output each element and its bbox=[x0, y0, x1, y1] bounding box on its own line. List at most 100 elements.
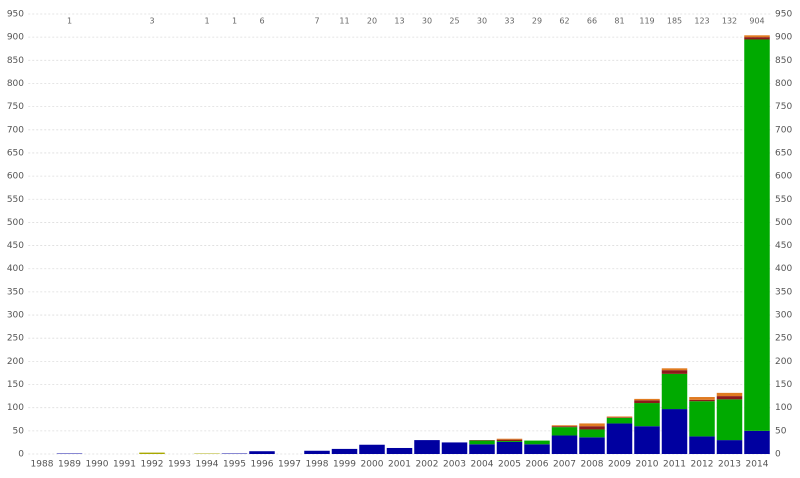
total-label: 6 bbox=[259, 17, 264, 26]
bar-segment bbox=[496, 438, 523, 440]
bar-segment bbox=[304, 450, 330, 454]
y2-tick-label: 50 bbox=[775, 426, 787, 436]
y2-tick-label: 600 bbox=[775, 172, 792, 182]
bar-segment bbox=[414, 440, 440, 454]
y-tick-label: 250 bbox=[7, 334, 24, 344]
y-tick-label: 700 bbox=[7, 125, 24, 135]
total-label: 11 bbox=[339, 17, 349, 26]
bar-segment bbox=[551, 427, 578, 436]
bar-segment bbox=[524, 440, 550, 445]
x-tick-label: 2006 bbox=[526, 460, 549, 470]
x-tick-label: 1991 bbox=[113, 460, 136, 470]
y-tick-label: 0 bbox=[18, 450, 24, 460]
x-tick-label: 2012 bbox=[691, 460, 714, 470]
x-tick-label: 1994 bbox=[196, 460, 219, 470]
bar-segment bbox=[716, 392, 743, 397]
y-tick-label: 750 bbox=[7, 102, 24, 112]
y-tick-label: 950 bbox=[7, 10, 24, 20]
total-label: 119 bbox=[639, 17, 654, 26]
bar-segment bbox=[634, 403, 660, 427]
y2-tick-label: 950 bbox=[775, 10, 792, 20]
y2-tick-label: 0 bbox=[775, 450, 781, 460]
x-tick-label: 1999 bbox=[333, 460, 356, 470]
y-tick-label: 600 bbox=[7, 172, 24, 182]
bar-segment bbox=[469, 440, 495, 445]
total-label: 1 bbox=[67, 17, 72, 26]
y-tick-label: 200 bbox=[7, 357, 24, 367]
bar-segment bbox=[579, 423, 605, 427]
bar-segment bbox=[744, 39, 770, 431]
total-label: 123 bbox=[694, 17, 709, 26]
bar-segment bbox=[496, 439, 523, 442]
bar-segment bbox=[689, 401, 715, 437]
bar-segment bbox=[606, 423, 633, 454]
bar-segment bbox=[744, 37, 770, 40]
total-label: 25 bbox=[449, 17, 459, 26]
total-label: 3 bbox=[149, 17, 154, 26]
y-tick-label: 800 bbox=[7, 79, 24, 89]
x-tick-label: 2013 bbox=[718, 460, 741, 470]
total-label: 81 bbox=[614, 17, 624, 26]
y-tick-label: 650 bbox=[7, 148, 24, 158]
y2-tick-label: 350 bbox=[775, 287, 792, 297]
bar-segment bbox=[331, 448, 358, 454]
x-tick-label: 1996 bbox=[251, 460, 274, 470]
bar-segment bbox=[716, 396, 743, 400]
x-tick-label: 2009 bbox=[608, 460, 631, 470]
y-tick-label: 350 bbox=[7, 287, 24, 297]
y2-tick-label: 550 bbox=[775, 195, 792, 205]
y2-tick-label: 900 bbox=[775, 33, 792, 43]
y-tick-label: 100 bbox=[7, 403, 24, 413]
x-tick-label: 2008 bbox=[581, 460, 604, 470]
x-tick-label: 2007 bbox=[553, 460, 576, 470]
y2-tick-label: 250 bbox=[775, 334, 792, 344]
total-label: 30 bbox=[422, 17, 432, 26]
y2-tick-label: 500 bbox=[775, 218, 792, 228]
y2-tick-label: 800 bbox=[775, 79, 792, 89]
bar-segment bbox=[469, 444, 495, 454]
y2-tick-label: 400 bbox=[775, 264, 792, 274]
total-label: 1 bbox=[204, 17, 209, 26]
bar-segment bbox=[689, 436, 715, 454]
x-tick-label: 1989 bbox=[58, 460, 81, 470]
total-label: 132 bbox=[722, 17, 737, 26]
total-label: 29 bbox=[532, 17, 542, 26]
bar-segment bbox=[744, 35, 770, 38]
y-tick-label: 300 bbox=[7, 311, 24, 321]
bar-segment bbox=[579, 429, 605, 438]
x-tick-label: 2000 bbox=[361, 460, 384, 470]
x-tick-label: 2014 bbox=[746, 460, 769, 470]
bar-segment bbox=[579, 426, 605, 430]
x-tick-label: 2002 bbox=[416, 460, 439, 470]
bar-segment bbox=[634, 400, 660, 404]
bar-segment bbox=[551, 425, 578, 427]
x-tick-label: 1997 bbox=[278, 460, 301, 470]
total-label: 13 bbox=[394, 17, 404, 26]
y-tick-label: 850 bbox=[7, 56, 24, 66]
x-tick-label: 1992 bbox=[141, 460, 164, 470]
bar-segment bbox=[249, 451, 275, 454]
bar-segment bbox=[524, 444, 550, 454]
bar-segment bbox=[689, 397, 715, 400]
bar-segment bbox=[661, 370, 688, 374]
x-tick-label: 1995 bbox=[223, 460, 246, 470]
bar-segment bbox=[496, 441, 523, 454]
x-tick-label: 2011 bbox=[663, 460, 686, 470]
x-tick-label: 2003 bbox=[443, 460, 466, 470]
bar-segment bbox=[139, 452, 165, 454]
bar-segment bbox=[441, 442, 468, 454]
bar-segment bbox=[661, 368, 688, 371]
y2-tick-label: 850 bbox=[775, 56, 792, 66]
total-label: 33 bbox=[504, 17, 514, 26]
bar-segment bbox=[359, 444, 385, 454]
x-tick-label: 2004 bbox=[471, 460, 494, 470]
y2-tick-label: 450 bbox=[775, 241, 792, 251]
bar-segment bbox=[634, 398, 660, 401]
y2-tick-label: 150 bbox=[775, 380, 792, 390]
bar-segment bbox=[551, 435, 578, 454]
y2-tick-label: 750 bbox=[775, 102, 792, 112]
total-label: 7 bbox=[314, 17, 319, 26]
x-tick-label: 2010 bbox=[636, 460, 659, 470]
y-tick-label: 400 bbox=[7, 264, 24, 274]
